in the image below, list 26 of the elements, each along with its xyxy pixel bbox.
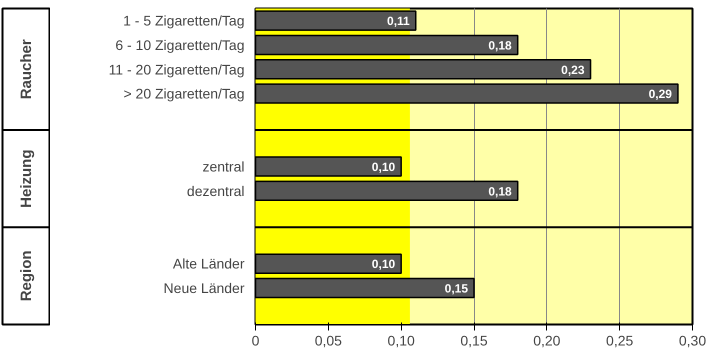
text: Heizung [18,149,35,208]
data-label: 0,11 [387,14,410,28]
data-label: 0,18 [488,38,512,52]
text: Raucher [18,39,35,100]
y-tick-label: 11 - 20 Zigaretten/Tag [108,61,245,78]
x-tick-label: 0,10 [388,332,416,348]
data-label: 0,10 [372,257,396,272]
y-tick-label: zentral [202,158,245,174]
data-label: 0,18 [488,184,512,198]
x-tick-label: 0,30 [678,332,706,348]
data-label: 0,15 [444,282,468,296]
x-tick-label: 0,20 [533,332,561,348]
y-tick-label: Neue Länder [164,280,245,296]
data-label: 0,29 [648,87,672,102]
x-tick-label: 0,15 [460,332,488,348]
y-tick-label: > 20 Zigaretten/Tag [123,86,245,102]
data-label: 0,10 [372,160,396,174]
x-tick-label: 0 [252,332,260,348]
y-tick-label: Alte Länder [172,256,245,272]
y-tick-label: dezentral [186,182,244,199]
y-tick-label: 6 - 10 Zigaretten/Tag [115,36,244,53]
data-label: 0,23 [561,62,585,77]
y-tick-label: 1 - 5 Zigaretten/Tag [123,12,245,29]
x-tick-label: 0,05 [314,332,342,348]
text: Region [18,250,35,302]
x-tick-label: 0,25 [606,332,634,348]
